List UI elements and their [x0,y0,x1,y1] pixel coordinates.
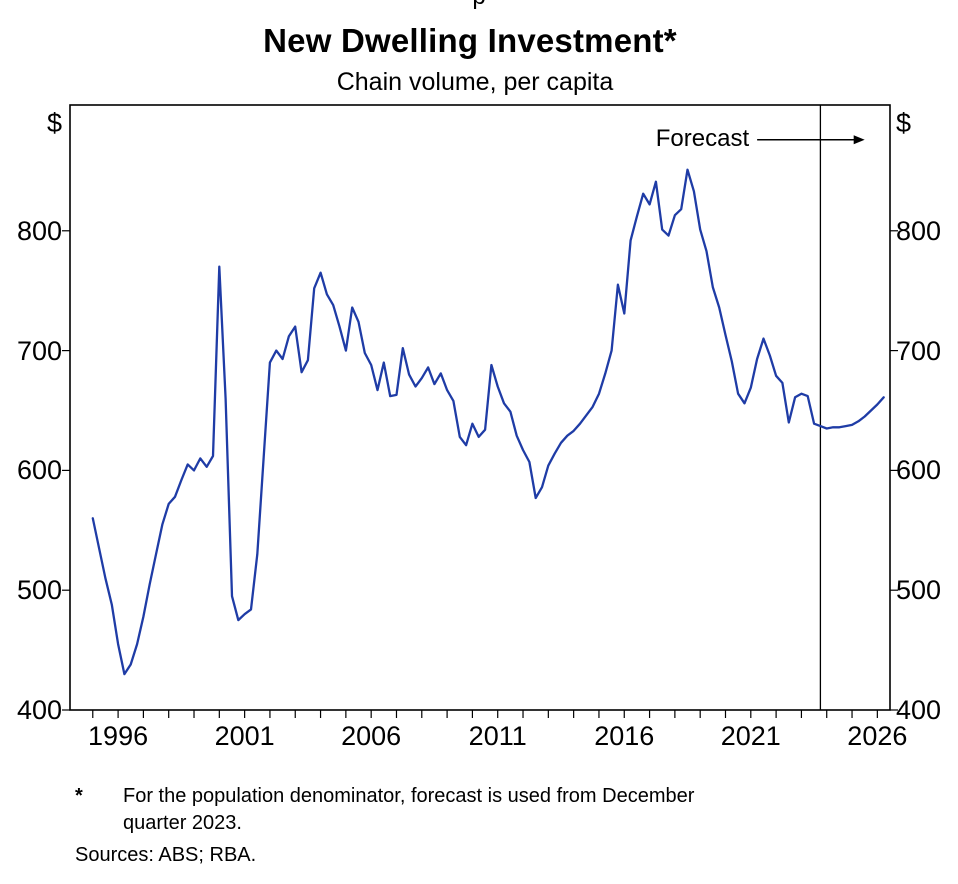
x-axis-label: 2026 [847,721,908,751]
y-axis-label-right: 700 [896,335,942,366]
y-axis-unit-right: $ [896,108,912,138]
footnote-text: For the population denominator, forecast… [123,785,695,834]
y-axis-label-right: 500 [896,575,942,606]
x-axis-label: 2006 [341,721,402,751]
x-axis-label: 1996 [88,721,149,751]
x-axis-label: 2011 [468,721,527,751]
y-axis-label-left: 700 [16,335,62,366]
footnote-marker: * [75,785,83,807]
x-axis-label: 2001 [214,721,275,751]
y-axis-label-right: 600 [896,455,942,486]
cropped-text-fragment: p [0,0,958,9]
chart-title: New Dwelling Investment* [263,22,677,59]
y-axis-label-left: 800 [16,215,62,246]
x-axis-label: 2016 [594,721,655,751]
forecast-annotation: Forecast [655,124,750,152]
footnote: * For the population denominator, foreca… [75,783,735,837]
y-axis-label-right: 400 [896,695,942,725]
forecast-arrow-head [853,135,865,145]
chart-subtitle: Chain volume, per capita [336,68,614,96]
y-axis-label-right: 800 [896,215,942,246]
x-axis-label: 2021 [720,721,781,751]
sources-line: Sources: ABS; RBA. [75,844,257,866]
y-axis-label-left: 500 [16,575,62,606]
y-axis-label-left: 400 [16,695,62,725]
plot-frame [69,104,891,711]
y-axis-unit-left: $ [46,108,62,138]
series-line [91,168,885,676]
y-axis-label-left: 600 [16,455,62,486]
